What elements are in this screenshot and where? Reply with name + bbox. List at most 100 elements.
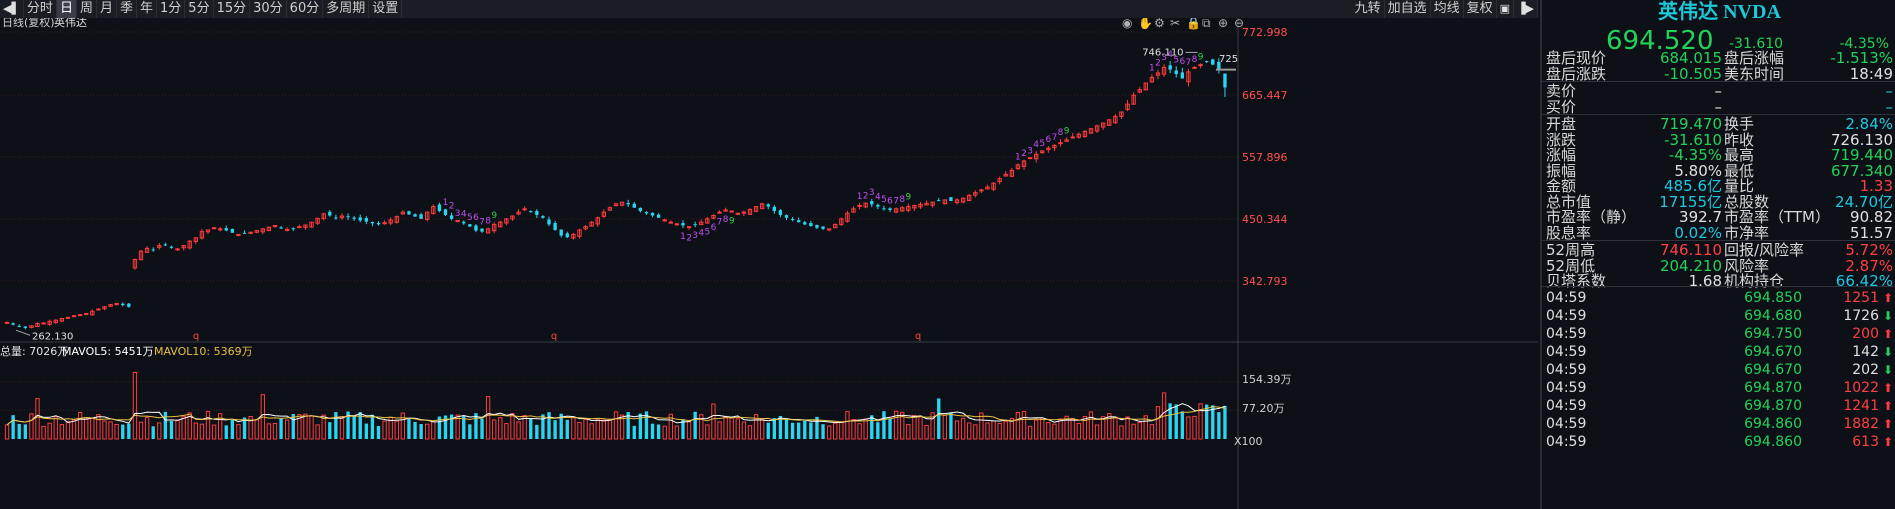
volume-bar <box>59 424 65 440</box>
candle-body <box>382 222 387 225</box>
price-axis-label: 342.793 <box>1242 275 1288 288</box>
copy-icon[interactable]: ⧉ <box>1202 18 1211 30</box>
tick-time: 04:59 <box>1546 326 1587 342</box>
kline-chart[interactable]: 772.998 665.447 557.896 450.344 342.793 日线(复权… <box>0 18 1538 509</box>
candle-body <box>607 207 613 211</box>
scissors-icon[interactable]: ✂ <box>1170 18 1180 30</box>
volume-bar <box>906 424 911 440</box>
period-tab-0[interactable]: 分时 <box>24 0 57 18</box>
td-sequence-number: 2 <box>1155 59 1161 69</box>
zoom-in-icon[interactable]: ⊕ <box>1218 18 1228 30</box>
candle-body <box>1119 111 1124 117</box>
volume-bar <box>668 413 673 440</box>
volume-bar <box>638 413 643 439</box>
quote-v1: -10.505 <box>1664 64 1722 83</box>
candle-body <box>1058 142 1063 145</box>
candle-body <box>127 303 131 307</box>
quote-v1: -4.35% <box>1668 146 1722 164</box>
arrow-up-icon: ⬆ <box>1883 327 1894 341</box>
candle-body <box>53 319 58 323</box>
candle-body <box>279 227 283 229</box>
lock-icon[interactable]: 🔒 <box>1186 18 1201 30</box>
eye-icon[interactable]: ◉ <box>1122 18 1132 30</box>
tick-price: 694.670 <box>1744 344 1802 360</box>
volume-bar <box>1113 416 1118 440</box>
volume-bar <box>845 411 850 440</box>
candle-body <box>1100 122 1106 128</box>
volume-bar <box>29 413 34 440</box>
candle-body <box>1021 160 1027 167</box>
volume-bar <box>65 421 71 440</box>
candle-body <box>242 232 247 234</box>
volume-bar <box>778 415 783 439</box>
volume-bar <box>826 425 832 440</box>
candle-body <box>1015 164 1021 170</box>
candle-body <box>504 218 509 224</box>
period-tab-12[interactable]: 设置 <box>369 0 403 18</box>
hand-icon[interactable]: ✋ <box>1138 18 1153 30</box>
volume-bar <box>784 418 789 439</box>
candle-body <box>876 204 880 207</box>
volume-bar <box>529 418 533 439</box>
volume-bar <box>583 419 588 440</box>
toolbar-right-item-3[interactable]: 复权 <box>1464 0 1497 18</box>
td-sequence-number: 2 <box>1021 149 1027 159</box>
period-tab-11[interactable]: 多周期 <box>323 0 370 18</box>
period-tab-8[interactable]: 15分 <box>214 0 251 18</box>
period-tab-4[interactable]: 季 <box>117 0 137 18</box>
volume-bar <box>851 419 856 440</box>
stock-name-label: 英伟达 <box>54 18 87 29</box>
volume-bar <box>71 419 77 440</box>
candle-body <box>17 325 21 327</box>
wrench-icon[interactable]: ⚙ <box>1154 18 1165 30</box>
candle-body <box>291 228 295 230</box>
volume-bar <box>747 425 753 440</box>
volume-bar <box>942 414 948 440</box>
volume-bar <box>1223 405 1227 439</box>
candle-body <box>967 194 972 202</box>
period-tab-3[interactable]: 月 <box>97 0 117 18</box>
last-price-tag: 725 <box>1219 54 1238 65</box>
period-tab-2[interactable]: 周 <box>77 0 97 18</box>
period-tab-7[interactable]: 5分 <box>185 0 214 18</box>
toolbar-right-item-2[interactable]: 均线 <box>1431 0 1464 18</box>
candle-body <box>248 231 253 234</box>
quote-l1: 总市值 <box>1546 192 1592 211</box>
zoom-out-icon[interactable]: ⊖ <box>1234 18 1244 30</box>
candle-body <box>693 224 697 226</box>
candle-body <box>674 223 680 226</box>
signal-marker: q <box>915 331 921 342</box>
period-tab-10[interactable]: 60分 <box>287 0 324 18</box>
td-sequence-number: 4 <box>1033 140 1039 150</box>
candle-body <box>121 303 125 306</box>
candle-body <box>1149 76 1155 83</box>
period-tab-9[interactable]: 30分 <box>250 0 287 18</box>
candle-body <box>638 207 643 212</box>
toolbar-right-item-1[interactable]: 加自选 <box>1385 0 1431 18</box>
low-price-label: 262.130 <box>32 331 73 342</box>
candle-body <box>937 200 941 202</box>
volume-bar <box>455 414 460 440</box>
td-sequence-number: 1 <box>443 198 449 208</box>
candle-body <box>1040 150 1045 154</box>
candle-body <box>559 229 563 236</box>
volume-bar <box>230 419 235 439</box>
collapse-left-icon[interactable]: ◀▌ <box>0 0 24 18</box>
volume-bar <box>1205 404 1209 439</box>
period-tab-5[interactable]: 年 <box>137 0 158 18</box>
quote-v2: 1.33 <box>1859 177 1893 195</box>
td-sequence-number: 7 <box>1052 133 1058 143</box>
volume-bar <box>772 418 777 439</box>
period-tab-6[interactable]: 1分 <box>157 0 186 18</box>
expand-right-icon[interactable]: ▐▶ <box>1514 0 1538 18</box>
volume-bar <box>912 414 917 440</box>
quote-separator <box>1542 240 1895 241</box>
volume-bar <box>35 398 40 440</box>
candle-body <box>138 250 144 261</box>
candle-body <box>41 322 46 325</box>
toolbar-right-item-0[interactable]: 九转 <box>1352 0 1385 18</box>
panel-toggle-icon[interactable]: ▣ <box>1497 0 1515 18</box>
quote-l1: 买价 <box>1546 97 1577 116</box>
period-tab-1[interactable]: 日 <box>56 0 77 18</box>
quote-l2: 回报/风险率 <box>1724 241 1805 259</box>
